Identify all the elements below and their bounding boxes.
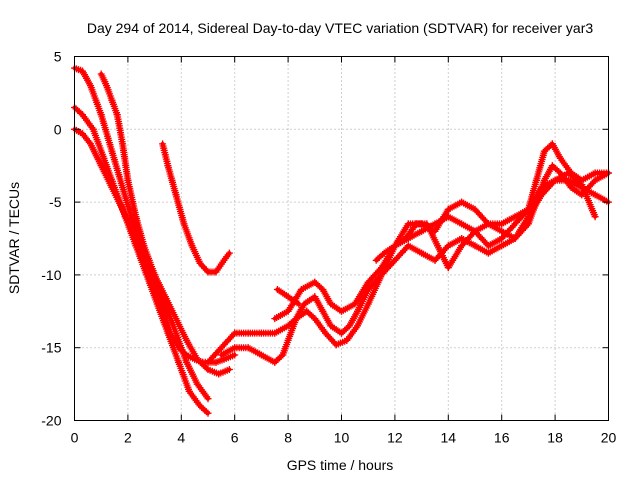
series-track-1 (71, 64, 239, 366)
data-point (539, 189, 547, 197)
data-point (204, 409, 212, 417)
x-tick-label: 14 (441, 430, 457, 446)
y-axis-label: SDTVAR / TECUs (6, 182, 22, 294)
data-point (478, 235, 486, 243)
data-point (364, 278, 372, 286)
chart-title: Day 294 of 2014, Sidereal Day-to-day VTE… (87, 20, 593, 36)
x-tick-label: 0 (71, 430, 79, 446)
data-point (370, 272, 378, 280)
data-point (591, 213, 599, 221)
data-point (231, 351, 239, 359)
x-tick-label: 2 (124, 430, 132, 446)
data-point (513, 218, 520, 226)
data-point (477, 234, 485, 242)
data-point (196, 402, 204, 410)
data-point (223, 337, 231, 345)
data-point (228, 332, 236, 340)
data-point (555, 168, 563, 175)
x-tick-label: 10 (334, 430, 350, 446)
data-point (401, 245, 409, 253)
data-point (478, 214, 486, 221)
data-point (225, 249, 233, 257)
y-tick-label: 0 (54, 121, 62, 137)
data-point (202, 408, 210, 416)
data-point (210, 352, 218, 360)
data-point (480, 237, 488, 245)
data-point (382, 266, 390, 274)
data-point (222, 339, 230, 347)
series-track-6 (204, 176, 612, 366)
data-point (388, 260, 396, 268)
x-tick-label: 16 (494, 430, 510, 446)
grid (74, 56, 609, 421)
data-point (511, 220, 519, 228)
series-track-8 (271, 140, 612, 323)
data-point (329, 338, 337, 345)
x-tick-label: 20 (601, 430, 617, 446)
series-track-10 (372, 169, 599, 272)
x-tick-label: 12 (387, 430, 403, 446)
data-point (379, 269, 387, 277)
data-point (547, 181, 555, 189)
data-point (570, 173, 577, 181)
series-track-9 (273, 286, 303, 308)
data-point (316, 283, 324, 290)
data-point (464, 235, 472, 243)
data-point (498, 235, 506, 242)
data-point (507, 225, 515, 233)
series-track-4 (97, 70, 212, 403)
data-point (481, 217, 489, 225)
y-tick-label: -10 (41, 267, 61, 283)
series-track-5 (159, 140, 233, 276)
data-point (462, 237, 470, 245)
data-point (395, 252, 403, 259)
data-point (477, 212, 485, 220)
data-point (441, 245, 449, 253)
data-point (325, 333, 332, 340)
y-tick-label: -20 (41, 413, 61, 429)
y-tick-label: -5 (49, 194, 62, 210)
data-point (219, 342, 227, 350)
x-tick-label: 8 (284, 430, 292, 446)
data-point (480, 215, 488, 223)
data-point (206, 357, 213, 365)
data-point (461, 239, 469, 246)
data-point (271, 358, 279, 366)
data-point (548, 180, 556, 187)
data-point (193, 355, 201, 363)
x-axis-label: GPS time / hours (287, 457, 394, 473)
data-point (204, 395, 212, 403)
data-point (386, 261, 394, 269)
data-point (372, 270, 380, 278)
data-point (378, 271, 385, 279)
plot-frame (74, 56, 609, 421)
x-tick-label: 4 (177, 430, 185, 446)
data-series (71, 64, 612, 417)
x-tick-label: 6 (231, 430, 239, 446)
data-point (211, 350, 219, 358)
data-point (514, 217, 522, 225)
x-tick-label: 18 (547, 430, 563, 446)
data-point (214, 347, 222, 355)
data-point (373, 269, 381, 276)
data-point (391, 256, 399, 264)
data-point (585, 183, 593, 191)
data-point (541, 188, 549, 196)
data-point (587, 181, 595, 189)
data-point (295, 300, 303, 308)
data-point (458, 242, 466, 250)
data-point (400, 247, 408, 255)
data-point (475, 232, 483, 240)
data-point (225, 366, 233, 373)
data-point (397, 250, 405, 258)
series-track-3 (71, 125, 233, 378)
y-tick-label: -15 (41, 340, 61, 356)
data-point (471, 205, 479, 213)
data-point (203, 364, 210, 372)
axis-ticks: 0 2 4 6 8 10 12 14 16 18 20 -20 -15 -10 -5 0 5 (41, 49, 616, 446)
y-tick-label: 5 (54, 49, 62, 65)
data-point (432, 255, 440, 263)
